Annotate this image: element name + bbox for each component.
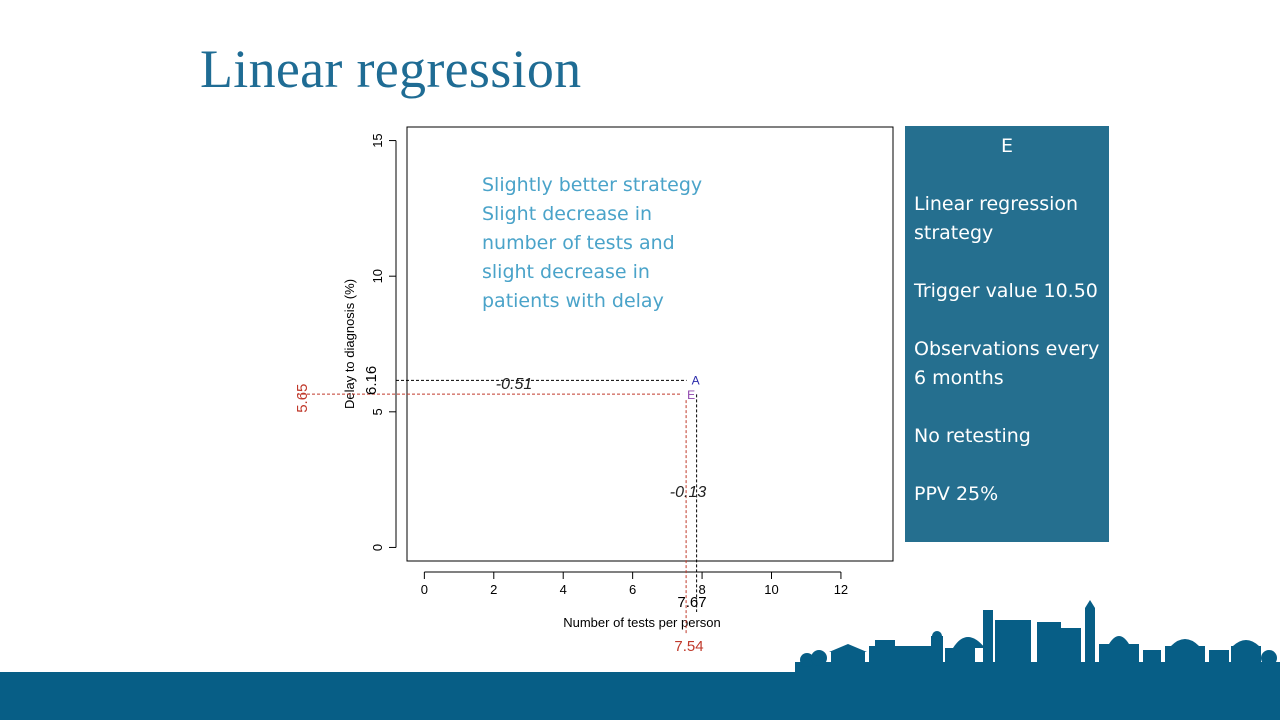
skyline-dome <box>1109 636 1129 644</box>
chart-annotation-line: Slight decrease in <box>482 203 652 225</box>
y-difference-label: -0.51 <box>496 376 532 393</box>
panel-strategy: Linear regression strategy <box>914 193 1079 244</box>
skyline-tower <box>931 636 943 664</box>
skyline-tower <box>1085 608 1095 664</box>
skyline-tree <box>800 653 814 667</box>
skyline-building <box>1165 646 1205 664</box>
panel-heading: E <box>1000 135 1013 157</box>
point-e-y-value: 5.65 <box>294 384 311 413</box>
skyline-dome <box>1233 640 1259 646</box>
x-difference-label: -0.13 <box>670 484 707 501</box>
skyline-roof <box>829 644 867 652</box>
skyline-tree <box>1261 650 1277 666</box>
strategy-info-panel: E Linear regression strategy Trigger val… <box>905 126 1109 542</box>
chart-annotation-line: patients with delay <box>482 290 664 312</box>
x-axis-label: Number of tests per person <box>563 615 721 630</box>
y-axis-label: Delay to diagnosis (%) <box>342 279 357 409</box>
skyline-building <box>1209 650 1229 664</box>
skyline-spire <box>1085 600 1095 608</box>
skyline-building <box>1143 650 1161 664</box>
chart-annotation-line: Slightly better strategy <box>482 174 702 196</box>
point-a-y-value: 6.16 <box>363 366 380 395</box>
y-tick-label: 5 <box>370 408 385 415</box>
chart-annotation-line: number of tests and <box>482 232 675 254</box>
skyline-building <box>875 640 895 648</box>
x-tick-label: 6 <box>629 582 636 597</box>
panel-trigger: Trigger value 10.50 <box>914 280 1098 302</box>
skyline-building <box>869 646 939 664</box>
skyline-dome <box>932 631 942 641</box>
y-tick-label: 10 <box>370 269 385 283</box>
plot-frame <box>406 126 894 562</box>
x-tick-label: 0 <box>421 582 428 597</box>
skyline-tree <box>811 650 827 666</box>
x-tick-label: 10 <box>764 582 778 597</box>
chart-annotation-line: slight decrease in <box>482 261 650 283</box>
skyline-building <box>1037 622 1061 664</box>
panel-retesting: No retesting <box>914 425 1031 447</box>
skyline-building <box>945 648 975 664</box>
x-tick-label: 12 <box>834 582 848 597</box>
skyline-building <box>1231 646 1261 664</box>
skyline-building <box>1099 644 1139 664</box>
footer-band <box>0 672 1280 720</box>
point-a-x-value: 7.67 <box>677 594 706 611</box>
slide-title: Linear regression <box>200 39 582 99</box>
skyline-dome <box>953 637 985 648</box>
x-tick-label: 8 <box>698 582 705 597</box>
x-tick-label: 2 <box>490 582 497 597</box>
panel-ppv: PPV 25% <box>914 483 999 505</box>
y-tick-label: 0 <box>370 544 385 551</box>
point-e-label: E <box>687 388 695 402</box>
x-tick-label: 4 <box>560 582 567 597</box>
skyline-building <box>1061 628 1081 664</box>
skyline-base <box>795 662 1280 674</box>
skyline-building <box>995 620 1031 664</box>
point-e-x-value: 7.54 <box>674 638 703 655</box>
y-tick-label: 15 <box>370 133 385 147</box>
city-skyline-logo <box>795 600 1280 674</box>
point-a-label: A <box>692 373 700 387</box>
skyline-building <box>831 652 865 664</box>
skyline-tower <box>983 610 993 664</box>
skyline-dome <box>1171 639 1199 646</box>
panel-observations: Observations every 6 months <box>914 338 1100 389</box>
